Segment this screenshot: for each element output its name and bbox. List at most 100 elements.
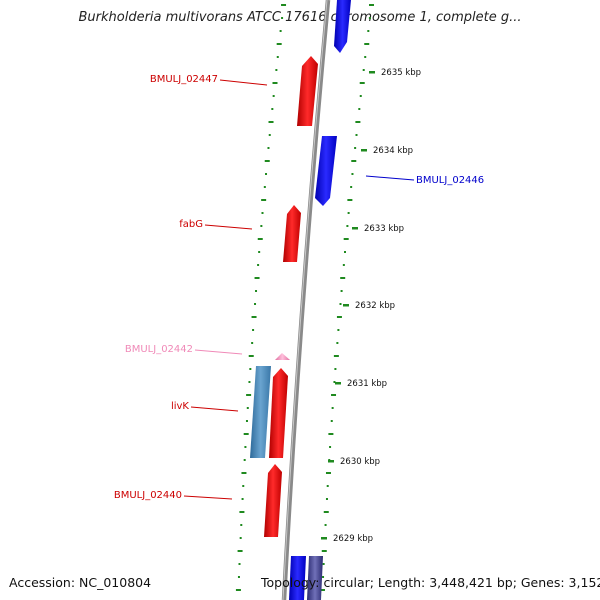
gc-right-tick — [337, 329, 340, 331]
gc-left-tick — [279, 30, 282, 32]
kbp-label: 2632 kbp — [355, 301, 395, 311]
gc-right-tick — [344, 251, 347, 253]
kbp-label: 2634 kbp — [373, 146, 413, 156]
kbp-tick — [361, 149, 367, 152]
gene-label-line — [194, 349, 243, 355]
gc-right-tick — [331, 394, 337, 396]
gc-left-tick — [254, 303, 257, 305]
gc-right-tick — [364, 43, 370, 45]
gc-right-tick — [343, 238, 349, 240]
gc-right-tick — [322, 576, 325, 578]
gc-left-tick — [239, 537, 242, 539]
gc-right-tick — [328, 433, 334, 435]
gene-labels: BMULJ_02447 BMULJ_02446 fabG BMULJ_02442liv… — [114, 74, 484, 501]
gc-left-tick — [239, 511, 245, 513]
gc-right-tick — [324, 524, 327, 526]
gc-left-tick — [241, 498, 244, 500]
gc-right-tick — [326, 485, 329, 487]
gc-left-tick — [268, 134, 271, 136]
gc-left-tick — [249, 368, 252, 370]
gc-left-tick — [272, 82, 278, 84]
gc-left-tick — [248, 381, 251, 383]
gc-left-tick — [248, 355, 254, 357]
gc-left-tick — [254, 277, 260, 279]
gene-reverse-bottom-1[interactable] — [289, 556, 306, 600]
gene-fabg[interactable] — [283, 205, 301, 262]
gc-right-tick — [358, 108, 361, 110]
kbp-tick — [343, 304, 349, 307]
gc-right-tick — [355, 121, 361, 123]
gc-left-tick — [257, 264, 260, 266]
gc-right-tick — [329, 446, 332, 448]
gene-bmulj-02446[interactable] — [315, 136, 337, 206]
gc-left-tick — [240, 524, 243, 526]
gc-left-tick — [261, 199, 267, 201]
gc-right-tick — [367, 30, 370, 32]
gene-label[interactable]: BMULJ_02440 — [114, 490, 182, 501]
kbp-tick — [335, 382, 341, 385]
map-title: Burkholderia multivorans ATCC 17616 chro… — [78, 10, 522, 25]
gene-bmulj-02442[interactable] — [275, 353, 290, 360]
gc-right-tick — [340, 290, 343, 292]
gc-right-tick — [347, 212, 350, 214]
chromosome-backbone-highlight — [282, 0, 328, 600]
gc-left-tick — [255, 290, 258, 292]
gc-left-tick — [275, 69, 278, 71]
gene-reverse-top[interactable] — [334, 0, 351, 53]
kbp-label: 2633 kbp — [364, 224, 404, 234]
gc-left-tick — [246, 394, 252, 396]
gene-bmulj-02447[interactable] — [297, 56, 318, 126]
gc-content-track-right — [319, 4, 375, 591]
gc-right-tick — [362, 69, 365, 71]
gene-label-line — [219, 79, 268, 86]
gc-right-tick — [351, 173, 354, 175]
gene-label-line — [365, 175, 415, 181]
gene-label[interactable]: fabG — [179, 219, 203, 230]
gc-left-tick — [235, 589, 241, 591]
gc-right-tick — [333, 381, 336, 383]
gc-left-tick — [242, 485, 245, 487]
gene-livk-rna[interactable] — [250, 366, 271, 458]
gc-right-tick — [342, 264, 345, 266]
gc-left-tick — [260, 225, 263, 227]
gc-right-tick — [325, 472, 331, 474]
gc-right-tick — [336, 342, 339, 344]
gc-right-tick — [355, 134, 358, 136]
gc-left-tick — [265, 173, 268, 175]
gc-left-tick — [251, 316, 257, 318]
gene-label[interactable]: BMULJ_02442 — [125, 344, 193, 355]
gc-left-tick — [257, 238, 263, 240]
gc-left-tick — [243, 459, 246, 461]
gc-right-tick — [347, 199, 353, 201]
kbp-label: 2630 kbp — [340, 457, 380, 467]
gc-left-tick — [268, 121, 274, 123]
gc-left-tick — [267, 147, 270, 149]
gc-left-tick — [264, 160, 270, 162]
gc-right-tick — [331, 407, 334, 409]
gene-label-line — [190, 406, 239, 412]
gene-livk[interactable] — [269, 368, 288, 458]
kbp-tick — [352, 227, 358, 230]
gc-left-tick — [258, 251, 261, 253]
gc-right-tick — [325, 498, 328, 500]
gc-content-track-left — [235, 4, 287, 591]
gc-left-tick — [241, 472, 247, 474]
kbp-tick — [328, 460, 334, 463]
gene-label[interactable]: livK — [171, 401, 189, 412]
gc-left-tick — [276, 56, 279, 58]
kbp-label: 2631 kbp — [347, 379, 387, 389]
gene-label[interactable]: BMULJ_02447 — [150, 74, 218, 85]
gene-reverse-bottom-2[interactable] — [307, 556, 323, 600]
kbp-label: 2635 kbp — [381, 68, 421, 78]
topology-text: Topology: circular; Length: 3,448,421 bp… — [261, 575, 600, 590]
gc-right-tick — [350, 186, 353, 188]
gc-right-tick — [319, 589, 325, 591]
kbp-tick — [369, 71, 375, 74]
gene-label[interactable]: BMULJ_02446 — [416, 175, 484, 186]
gc-left-tick — [245, 420, 248, 422]
gene-bmulj-02440[interactable] — [264, 464, 282, 537]
gc-right-tick — [346, 225, 349, 227]
gc-left-tick — [237, 550, 243, 552]
gc-left-tick — [281, 4, 287, 6]
